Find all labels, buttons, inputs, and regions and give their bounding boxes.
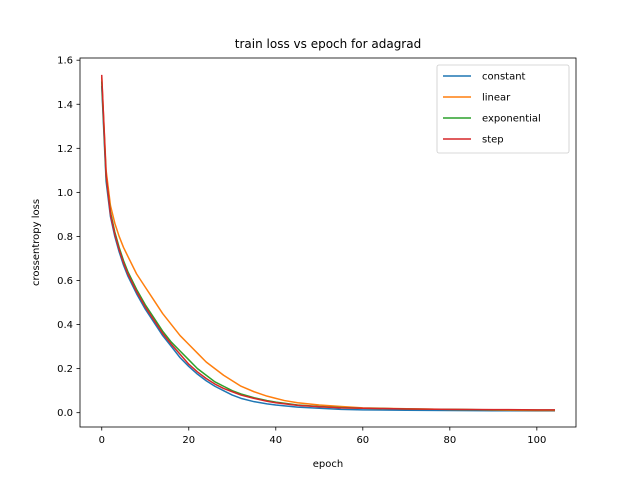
legend-label-constant: constant bbox=[482, 72, 526, 83]
y-tick-label: 1.0 bbox=[57, 188, 73, 199]
series-line-step bbox=[100, 74, 555, 411]
series-line-constant bbox=[100, 85, 555, 412]
y-tick-label: 0.8 bbox=[57, 232, 73, 243]
legend-label-step: step bbox=[482, 135, 504, 146]
y-tick-label: 0.6 bbox=[57, 276, 73, 287]
y-tick-label: 0.4 bbox=[57, 320, 73, 331]
y-tick-label: 1.6 bbox=[57, 56, 73, 67]
x-tick-label: 40 bbox=[269, 435, 282, 446]
chart-title: train loss vs epoch for adagrad bbox=[235, 37, 421, 51]
x-tick-label: 60 bbox=[356, 435, 369, 446]
legend-label-linear: linear bbox=[482, 93, 511, 104]
plot-area bbox=[79, 57, 577, 428]
x-tick-label: 80 bbox=[443, 435, 456, 446]
legend-items: constant linear exponential step bbox=[443, 72, 541, 146]
y-tick-label: 1.2 bbox=[57, 144, 73, 155]
y-tick-label: 0.0 bbox=[57, 408, 73, 419]
x-axis-ticks: 0 20 40 60 80 100 bbox=[99, 427, 546, 446]
x-axis-label: epoch bbox=[313, 459, 343, 470]
y-axis-label: crossentropy loss bbox=[31, 199, 42, 286]
y-tick-label: 0.2 bbox=[57, 364, 73, 375]
legend: constant linear exponential step bbox=[436, 64, 570, 154]
x-tick-label: 100 bbox=[527, 435, 546, 446]
x-tick-label: 20 bbox=[182, 435, 195, 446]
legend-box bbox=[436, 64, 570, 154]
y-axis-ticks: 0.0 0.2 0.4 0.6 0.8 1.0 1.2 1.4 1.6 bbox=[57, 56, 80, 419]
legend-label-exponential: exponential bbox=[482, 114, 541, 125]
y-tick-label: 1.4 bbox=[57, 100, 73, 111]
x-tick-label: 0 bbox=[99, 435, 105, 446]
axes-frame bbox=[79, 57, 577, 428]
series-layer bbox=[100, 74, 555, 412]
